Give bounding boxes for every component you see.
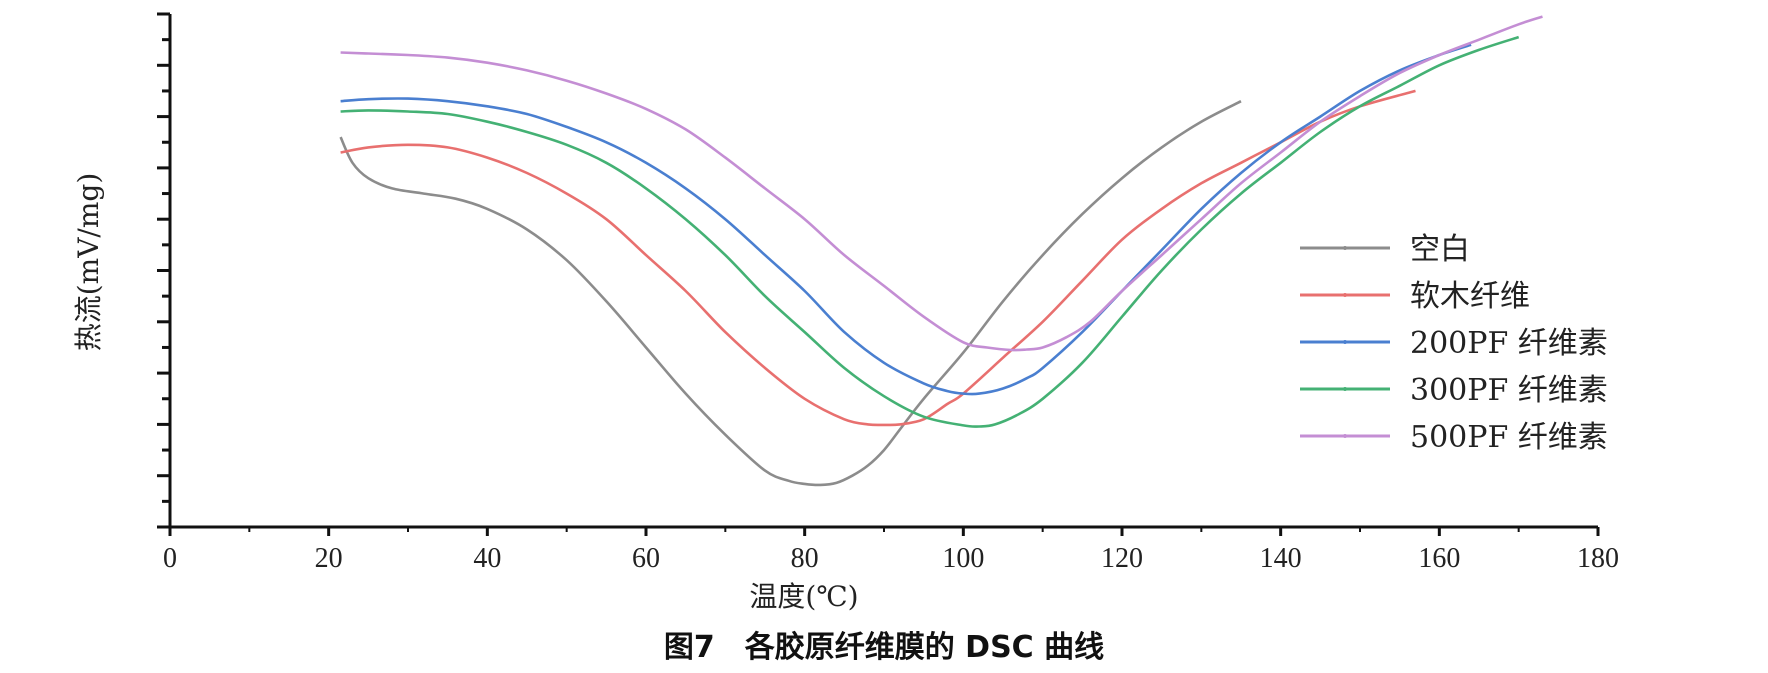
legend-label-1: 软木纤维 (1410, 279, 1530, 314)
series-line-1 (340, 89, 1416, 427)
legend-label-3: 300PF 纤维素 (1410, 373, 1608, 408)
series-line-3 (340, 35, 1520, 428)
legend-label-2: 200PF 纤维素 (1410, 326, 1608, 361)
x-tick-label: 60 (632, 543, 660, 574)
legend-marker-2 (1343, 340, 1347, 344)
x-tick-label: 120 (1101, 543, 1143, 574)
figure-caption: 图7 各胶原纤维膜的 DSC 曲线 (663, 630, 1105, 665)
legend-label-4: 500PF 纤维素 (1410, 420, 1608, 455)
series-line-0 (339, 100, 1242, 487)
x-tick-label: 140 (1260, 543, 1302, 574)
legend-marker-4 (1343, 434, 1347, 438)
x-tick-label: 40 (473, 543, 501, 574)
legend-marker-1 (1343, 293, 1347, 297)
x-tick-label: 0 (163, 543, 177, 574)
series-line-2 (340, 43, 1472, 396)
y-axis-title: 热流(mV/mg) (72, 173, 105, 352)
ticks: 0 20 40 60 80 100 120 140 160 180 (157, 12, 1619, 574)
legend-marker-3 (1343, 387, 1347, 391)
x-tick-label: 180 (1577, 543, 1619, 574)
x-tick-label: 160 (1418, 543, 1460, 574)
series-line-4 (340, 15, 1543, 352)
x-axis-title: 温度(℃) (749, 580, 858, 613)
legend-marker-0 (1343, 246, 1347, 250)
x-tick-label: 20 (315, 543, 343, 574)
legend-label-0: 空白 (1410, 232, 1470, 267)
x-tick-label: 80 (791, 543, 819, 574)
curves (339, 15, 1543, 487)
x-tick-label: 100 (942, 543, 984, 574)
